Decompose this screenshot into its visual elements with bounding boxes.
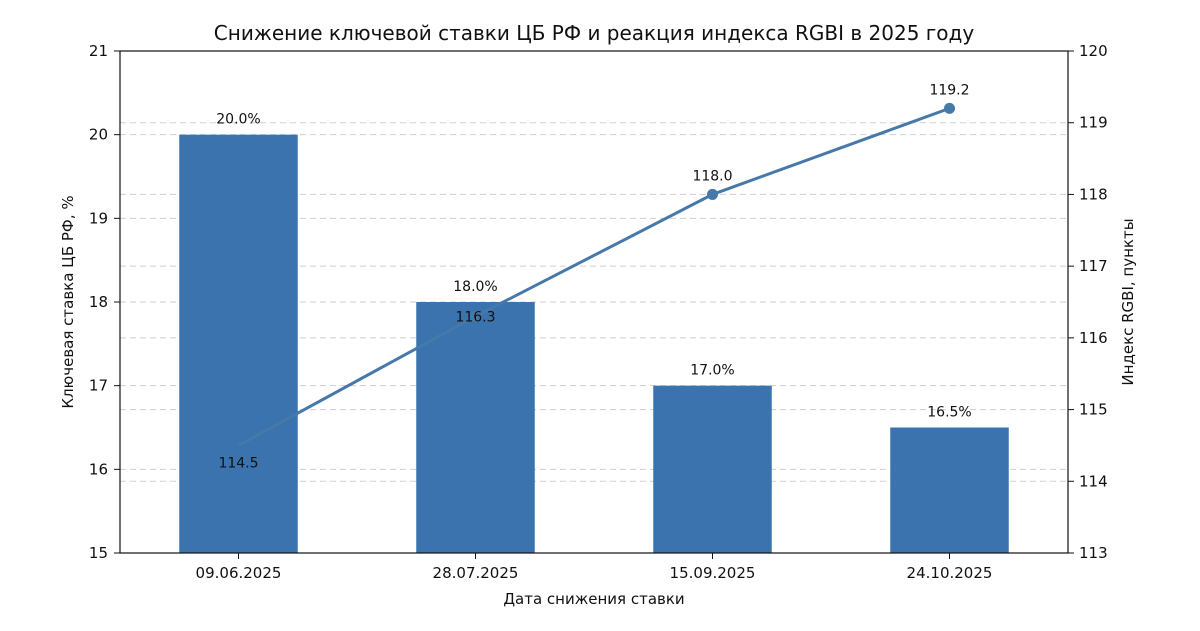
bar-1 [416,302,535,553]
y-tick-label-0: 15 [89,544,108,562]
rgbi-point-3 [944,102,955,114]
x-tick-label-1: 28.07.2025 [433,564,519,582]
rgbi-line [237,106,951,447]
y2-tick-label-4: 117 [1079,257,1108,275]
y2-tick-label-3: 116 [1079,329,1108,347]
rgbi-label-3: 119.2 [929,82,969,98]
y2-tick-label-1: 114 [1079,472,1108,490]
y2-tick-label-2: 115 [1079,401,1108,419]
rgbi-label-0: 114.5 [218,455,258,471]
chart-title: Снижение ключевой ставки ЦБ РФ и реакция… [214,21,975,45]
rgbi-label-1: 116.3 [455,309,495,325]
line-layer [237,102,955,447]
bar-label-1: 18.0% [453,279,497,295]
rgbi-point-2 [707,188,718,200]
bar-0 [179,134,298,553]
x-tick-label-2: 15.09.2025 [670,564,756,582]
y-tick-label-3: 18 [89,293,108,311]
y-tick-label-5: 20 [89,126,108,144]
bar-label-0: 20.0% [216,112,260,128]
y2-tick-label-5: 118 [1079,185,1108,203]
axis-layer: 15 16 17 18 19 20 21 113 114 115 116 117 118 119 120 09… [89,42,1108,582]
y2-tick-label-7: 120 [1079,42,1108,60]
bar-label-2: 17.0% [690,363,734,379]
y-tick-label-1: 16 [89,460,108,478]
rgbi-label-2: 118.0 [692,168,732,184]
y-tick-label-2: 17 [89,377,108,395]
x-tick-label-3: 24.10.2025 [907,564,993,582]
x-tick-label-0: 09.06.2025 [196,564,282,582]
bar-2 [653,385,772,553]
y2-tick-label-0: 113 [1079,544,1108,562]
x-axis-title: Дата снижения ставки [503,590,684,608]
y2-axis-title: Индекс RGBI, пункты [1119,218,1137,385]
bar-layer [179,134,1009,553]
label-layer: 20.0% 18.0% 17.0% 16.5% 114.5 116.3 118.0 119.2 [216,82,971,471]
y-tick-label-6: 21 [89,42,108,60]
rgbi-point-1 [470,310,481,322]
y2-tick-label-6: 119 [1079,114,1108,132]
grid-layer [120,122,1068,482]
bar-3 [890,427,1009,553]
y-axis-title: Ключевая ставка ЦБ РФ, % [59,195,77,408]
y-tick-label-4: 19 [89,209,108,227]
bar-label-3: 16.5% [927,405,971,421]
